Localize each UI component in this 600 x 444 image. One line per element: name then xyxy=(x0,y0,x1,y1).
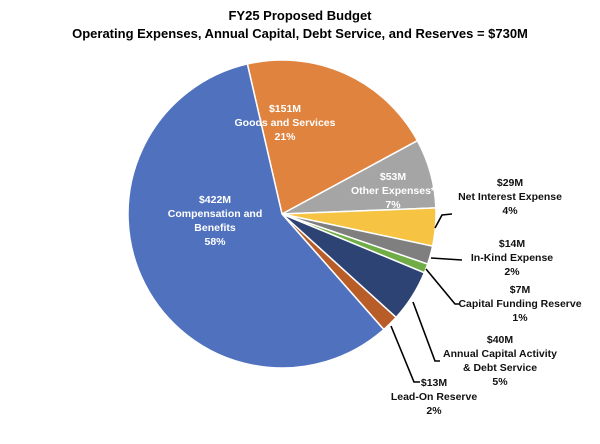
leader-line-capital-funding xyxy=(425,268,460,305)
label-annual-capital: $40M Annual Capital Activity & Debt Servic… xyxy=(443,334,557,388)
leader-line-annual-capital xyxy=(412,301,440,362)
leader-lines xyxy=(390,213,463,383)
chart-subtitle: Operating Expenses, Annual Capital, Debt… xyxy=(72,26,528,41)
label-compensation: $422M Compensation and Benefits 58% xyxy=(167,194,263,248)
leader-line-in-kind xyxy=(430,257,463,261)
label-lead-on: $13M Lead-On Reserve 2% xyxy=(390,377,478,417)
label-net-interest: $29M Net Interest Expense 4% xyxy=(458,177,562,217)
pie-slice-compensation-and xyxy=(127,63,385,369)
leader-line-net-interest xyxy=(434,213,453,229)
label-capital-funding: $7M Capital Funding Reserve 1% xyxy=(458,284,582,324)
chart-title: FY25 Proposed Budget xyxy=(228,8,372,23)
label-other-expenses: $53M Other Expenses* 7% xyxy=(350,171,436,211)
label-in-kind: $14M In-Kind Expense 2% xyxy=(470,238,554,278)
label-goods-services: $151M Goods and Services 21% xyxy=(234,103,336,143)
leader-line-lead-on xyxy=(390,325,420,383)
pie-slice-goods-and-services xyxy=(246,59,419,216)
